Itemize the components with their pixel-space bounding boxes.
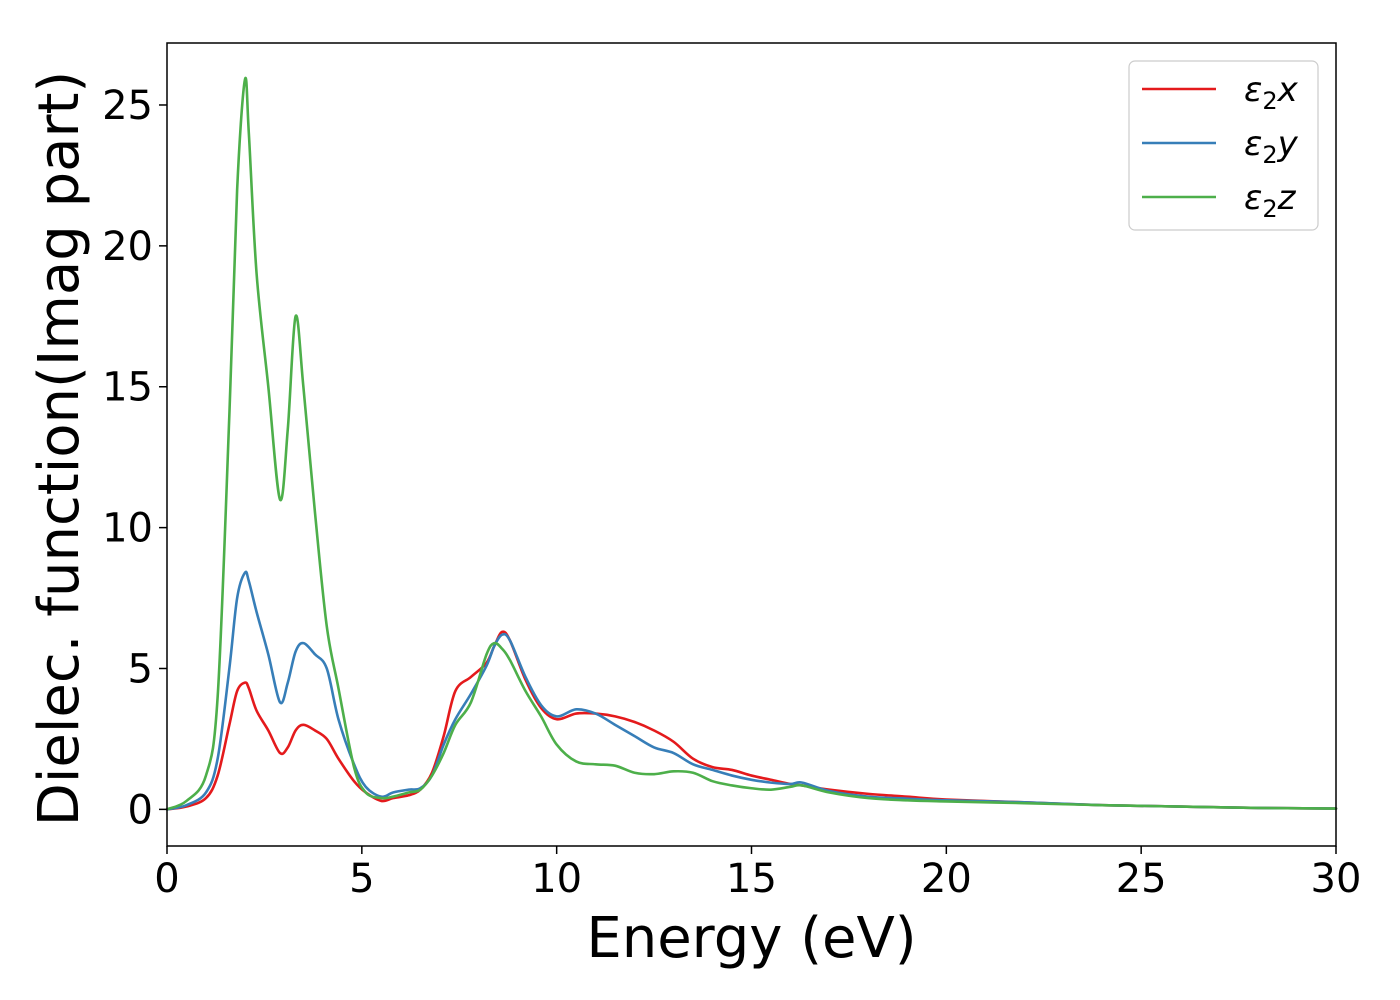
y-tick-label: 10 — [102, 506, 153, 552]
x-axis: 0 5 10 15 20 25 30 — [154, 846, 1361, 902]
x-tick-label: 25 — [1116, 856, 1167, 902]
legend-box — [1128, 60, 1319, 231]
x-tick-label: 10 — [531, 856, 582, 902]
x-tick-label: 15 — [726, 856, 777, 902]
x-tick-label: 5 — [349, 856, 374, 902]
y-axis-label: Dielec. function(Imag part) — [27, 71, 92, 827]
series-layer — [165, 76, 1338, 811]
y-tick-label: 20 — [102, 224, 153, 270]
legend-label-x: ε2x — [1244, 70, 1299, 115]
x-tick-label: 30 — [1311, 856, 1362, 902]
y-tick-label: 15 — [102, 365, 153, 411]
x-axis-label: Energy (eV) — [586, 906, 916, 971]
series-line-y — [165, 570, 1338, 811]
y-axis: 0 5 10 15 20 25 — [102, 83, 167, 833]
y-tick-label: 25 — [102, 83, 153, 129]
x-tick-label: 20 — [921, 856, 972, 902]
y-tick-label: 5 — [128, 646, 153, 692]
series-line-z — [165, 76, 1338, 811]
x-tick-label: 0 — [154, 856, 179, 902]
legend-label-z: ε2z — [1244, 178, 1297, 223]
series-line-x — [165, 630, 1338, 811]
legend: ε2x ε2y ε2z — [1128, 60, 1319, 231]
y-tick-label: 0 — [128, 787, 153, 833]
legend-label-y: ε2y — [1244, 124, 1299, 169]
